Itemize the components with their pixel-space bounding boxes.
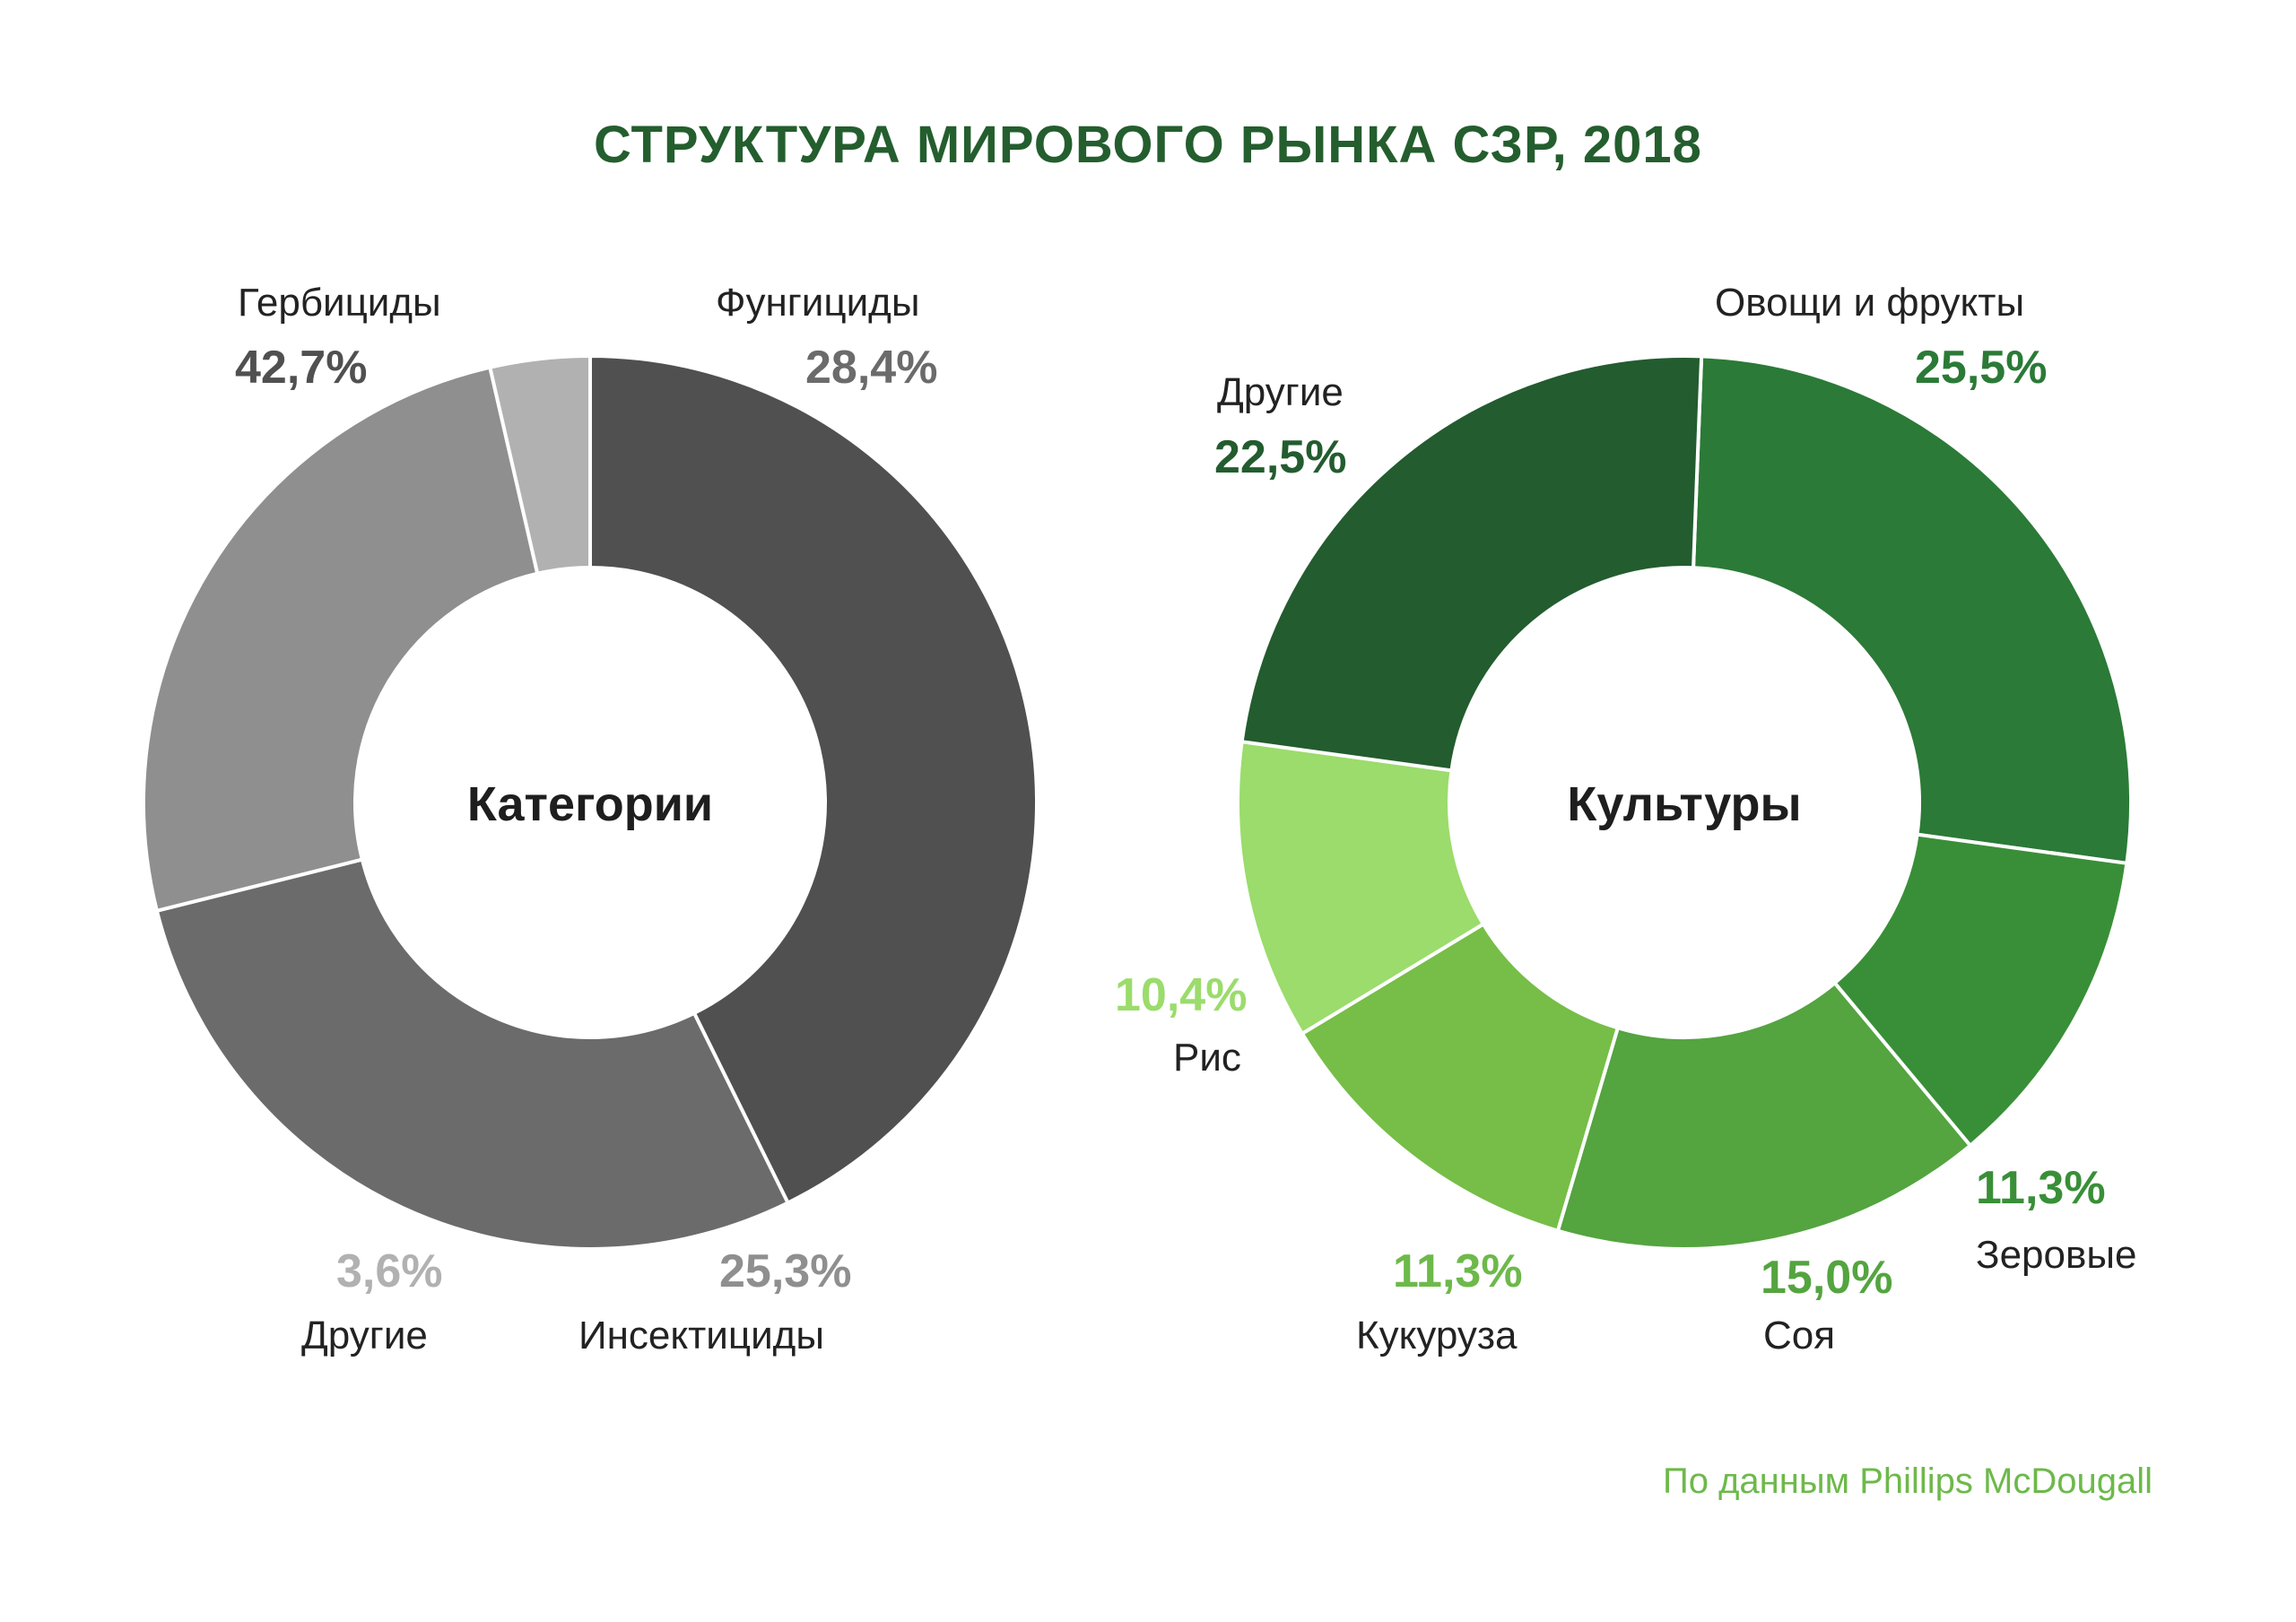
label-corn: Кукуруза (1356, 1314, 1518, 1357)
label-other-categories: Другие (301, 1314, 428, 1357)
donut-slice (154, 857, 791, 1251)
value-fungicides: 28,4% (805, 342, 938, 394)
value-corn: 11,3% (1393, 1245, 1523, 1297)
label-herbicides: Гербициды (238, 281, 441, 325)
center-label-crops: Культуры (1567, 777, 1802, 831)
donut-slice (1555, 980, 1973, 1251)
source-note: По данным Phillips McDougall (1662, 1462, 2152, 1501)
chart-title: СТРУКТУРА МИРОВОГО РЫНКА СЗР, 2018 (594, 116, 1702, 174)
value-other-categories: 3,6% (336, 1245, 443, 1297)
label-vegetables-fruits: Овощи и фрукты (1715, 281, 2025, 325)
donut-slice (1236, 739, 1486, 1037)
donut-slice (142, 365, 540, 914)
donut-crops (1236, 354, 2133, 1251)
value-other-crops: 22,5% (1214, 431, 1347, 483)
donut-slice (1300, 921, 1621, 1234)
center-label-categories: Категории (466, 777, 714, 831)
label-grains: Зеровые (1976, 1233, 2137, 1277)
donut-slice (1831, 832, 2129, 1149)
donut-slice (487, 353, 592, 577)
value-soy: 15,0% (1761, 1252, 1893, 1304)
label-rice: Рис (1173, 1036, 1241, 1080)
label-soy: Соя (1763, 1314, 1836, 1357)
donut-slice (588, 353, 1039, 1206)
donut-slice (1691, 354, 2133, 866)
value-grains: 11,3% (1976, 1162, 2106, 1214)
label-fungicides: Фунгициды (716, 281, 920, 325)
value-herbicides: 42,7% (235, 342, 368, 394)
label-insecticides: Инсектициды (578, 1314, 824, 1357)
value-vegetables-fruits: 25,5% (1915, 342, 2048, 394)
label-other-crops: Другие (1217, 370, 1344, 414)
value-insecticides: 25,3% (719, 1245, 852, 1297)
donut-slice (1239, 354, 1704, 773)
value-rice: 10,4% (1115, 969, 1248, 1021)
donut-categories (142, 353, 1039, 1251)
